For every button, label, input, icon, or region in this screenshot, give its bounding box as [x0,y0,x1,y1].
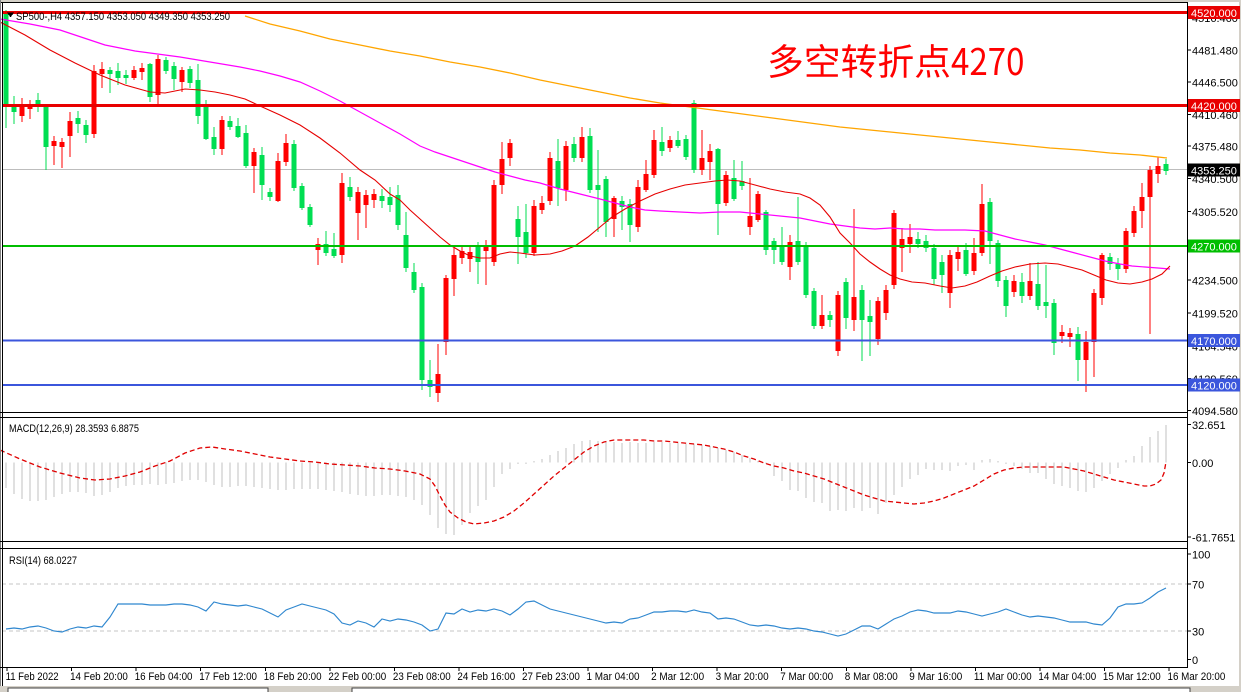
svg-text:RSI(14) 68.0227: RSI(14) 68.0227 [9,555,77,567]
svg-text:11 Feb 2022: 11 Feb 2022 [6,671,59,683]
svg-text:1 Mar 04:00: 1 Mar 04:00 [587,671,640,683]
svg-text:22 Feb 00:00: 22 Feb 00:00 [328,671,386,683]
svg-text:27 Feb 23:00: 27 Feb 23:00 [522,671,580,683]
svg-text:9 Mar 16:00: 9 Mar 16:00 [909,671,962,683]
svg-text:4446.500: 4446.500 [1192,78,1238,90]
svg-text:0.00: 0.00 [1192,458,1213,470]
svg-text:4270.000: 4270.000 [1191,242,1237,254]
svg-text:15 Mar 12:00: 15 Mar 12:00 [1103,671,1161,683]
svg-text:-61.7651: -61.7651 [1192,533,1235,545]
svg-text:3 Mar 20:00: 3 Mar 20:00 [716,671,769,683]
svg-text:7 Mar 00:00: 7 Mar 00:00 [780,671,833,683]
svg-text:16 Feb 04:00: 16 Feb 04:00 [135,671,193,683]
svg-text:14 Mar 04:00: 14 Mar 04:00 [1038,671,1096,683]
svg-text:0: 0 [1192,655,1198,667]
svg-text:4305.520: 4305.520 [1192,207,1238,219]
svg-text:8 Mar 08:00: 8 Mar 08:00 [845,671,898,683]
svg-text:4520.000: 4520.000 [1191,8,1237,20]
svg-text:100: 100 [1192,550,1210,562]
svg-text:4120.000: 4120.000 [1191,381,1237,393]
svg-text:4234.500: 4234.500 [1192,276,1238,288]
svg-text:4340.500: 4340.500 [1192,174,1238,186]
svg-text:MACD(12,26,9) 28.3593 6.8875: MACD(12,26,9) 28.3593 6.8875 [9,423,139,435]
svg-text:30: 30 [1192,627,1204,639]
svg-text:23 Feb 08:00: 23 Feb 08:00 [393,671,451,683]
svg-text:4410.460: 4410.460 [1192,110,1238,122]
svg-text:70: 70 [1192,580,1204,592]
svg-text:17 Feb 12:00: 17 Feb 12:00 [199,671,257,683]
svg-text:4481.480: 4481.480 [1192,46,1238,58]
svg-text:4375.480: 4375.480 [1192,142,1238,154]
svg-text:4353.250: 4353.250 [1191,166,1237,178]
svg-text:4094.580: 4094.580 [1192,406,1238,418]
svg-text:4170.000: 4170.000 [1191,336,1237,348]
svg-text:SP500-,H4 4357.150 4353.050 4: SP500-,H4 4357.150 4353.050 4349.350 435… [16,11,230,23]
svg-text:16 Mar 20:00: 16 Mar 20:00 [1168,671,1226,683]
svg-text:4199.520: 4199.520 [1192,309,1238,321]
svg-text:18 Feb 20:00: 18 Feb 20:00 [264,671,322,683]
svg-text:32.651: 32.651 [1192,420,1226,432]
svg-text:4420.000: 4420.000 [1191,101,1237,113]
svg-text:2 Mar 12:00: 2 Mar 12:00 [651,671,704,683]
svg-text:24 Feb 16:00: 24 Feb 16:00 [457,671,515,683]
svg-text:14 Feb 20:00: 14 Feb 20:00 [70,671,128,683]
svg-text:11 Mar 00:00: 11 Mar 00:00 [974,671,1032,683]
